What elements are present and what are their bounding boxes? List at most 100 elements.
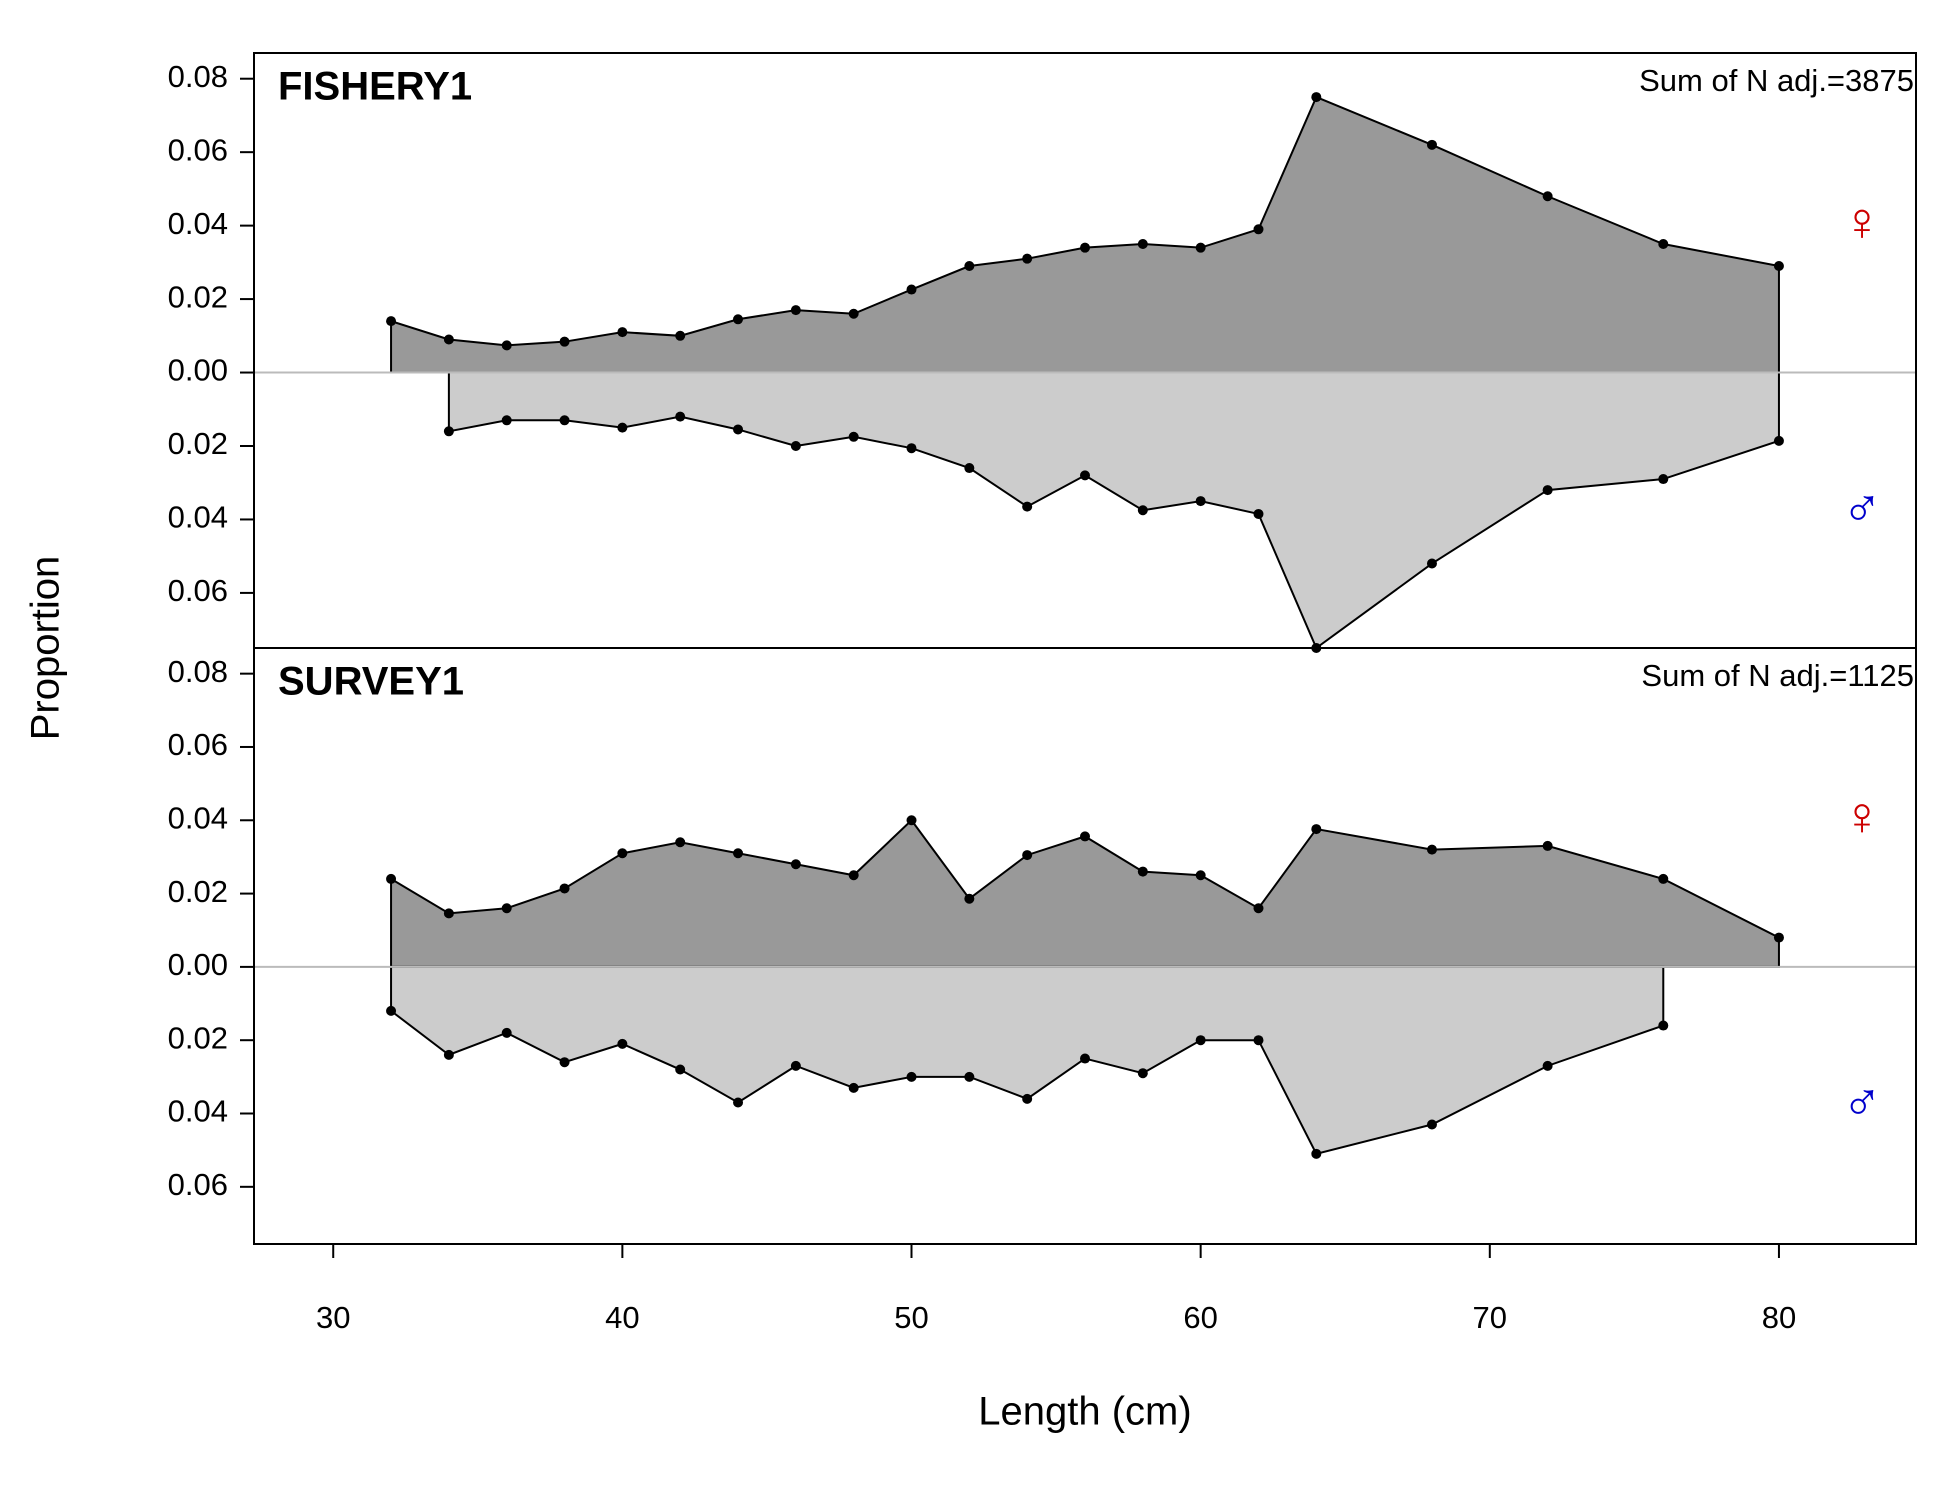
y-tick-label: 0.04 <box>168 1094 228 1129</box>
sex-symbol: ♀ <box>1842 192 1883 252</box>
point <box>501 415 512 426</box>
point <box>559 415 570 426</box>
y-tick-label: 0.02 <box>168 1020 228 1055</box>
point <box>675 411 686 422</box>
point <box>617 1038 628 1049</box>
x-tick-label: 50 <box>894 1300 928 1335</box>
y-tick-label: 0.00 <box>168 947 228 982</box>
annotation: Sum of N adj.=3875 <box>1639 63 1914 98</box>
y-tick-label: 0.06 <box>168 573 228 608</box>
panel-frame <box>253 647 1917 1245</box>
point <box>964 1071 975 1082</box>
point <box>848 870 859 881</box>
area <box>390 965 1665 1155</box>
y-tick-label: 0.02 <box>168 426 228 461</box>
point <box>1022 501 1033 512</box>
point <box>1773 435 1784 446</box>
point <box>443 334 454 345</box>
point <box>386 873 397 884</box>
point <box>848 431 859 442</box>
y-axis-title: Proportion <box>24 556 68 741</box>
point <box>906 815 917 826</box>
point <box>1253 508 1264 519</box>
y-tick-label: 0.06 <box>168 727 228 762</box>
point <box>1542 191 1553 202</box>
point <box>906 284 917 295</box>
point <box>790 859 801 870</box>
point <box>675 1064 686 1075</box>
x-tick-label: 60 <box>1183 1300 1217 1335</box>
point <box>1542 1060 1553 1071</box>
sex-symbol: ♀ <box>1842 787 1883 847</box>
point <box>848 1082 859 1093</box>
point <box>1137 866 1148 877</box>
point <box>1253 1035 1264 1046</box>
point <box>501 903 512 914</box>
sex-symbol: ♂ <box>1842 478 1883 538</box>
point <box>964 893 975 904</box>
point <box>443 1049 454 1060</box>
point <box>501 1027 512 1038</box>
point <box>1426 844 1437 855</box>
point <box>733 314 744 325</box>
y-tick-label: 0.08 <box>168 59 228 94</box>
point <box>1022 1093 1033 1104</box>
point <box>1022 850 1033 861</box>
point <box>906 443 917 454</box>
point <box>1080 242 1090 253</box>
point <box>906 1071 917 1082</box>
point <box>559 336 570 347</box>
y-tick-label: 0.06 <box>168 132 228 167</box>
y-tick-label: 0.06 <box>168 1167 228 1202</box>
point <box>617 327 628 338</box>
panel-title: FISHERY1 <box>278 65 472 109</box>
point <box>1542 840 1553 851</box>
point <box>1080 831 1090 842</box>
point <box>964 261 975 272</box>
point <box>559 1057 570 1068</box>
y-tick-label: 0.02 <box>168 279 228 314</box>
point <box>1195 242 1206 253</box>
point <box>443 908 454 919</box>
point <box>1773 261 1784 272</box>
area <box>390 818 1780 968</box>
y-tick-label: 0.02 <box>168 874 228 909</box>
point <box>1426 558 1437 569</box>
point <box>386 316 397 327</box>
point <box>1080 1053 1090 1064</box>
x-tick-label: 80 <box>1762 1300 1796 1335</box>
point <box>1311 92 1322 103</box>
x-tick-label: 70 <box>1473 1300 1507 1335</box>
point <box>1195 870 1206 881</box>
point <box>1658 474 1669 485</box>
point <box>790 440 801 451</box>
point <box>848 308 859 319</box>
point <box>443 426 454 437</box>
y-tick-label: 0.00 <box>168 353 228 388</box>
point <box>1426 139 1437 150</box>
point <box>733 424 744 435</box>
point <box>1137 238 1148 249</box>
point <box>1022 253 1033 264</box>
annotation: Sum of N adj.=1125 <box>1641 658 1914 693</box>
point <box>790 305 801 316</box>
area <box>390 95 1780 374</box>
point <box>559 883 570 894</box>
point <box>386 1005 397 1016</box>
point <box>1658 873 1669 884</box>
point <box>1137 1068 1148 1079</box>
y-tick-label: 0.04 <box>168 800 228 835</box>
point <box>1311 1148 1322 1159</box>
area <box>447 371 1780 650</box>
point <box>675 837 686 848</box>
point <box>675 330 686 341</box>
point <box>1658 238 1669 249</box>
point <box>1253 903 1264 914</box>
point <box>617 422 628 433</box>
point <box>733 848 744 859</box>
point <box>617 848 628 859</box>
x-tick-label: 40 <box>605 1300 639 1335</box>
point <box>733 1097 744 1108</box>
sex-symbol: ♂ <box>1842 1072 1883 1132</box>
